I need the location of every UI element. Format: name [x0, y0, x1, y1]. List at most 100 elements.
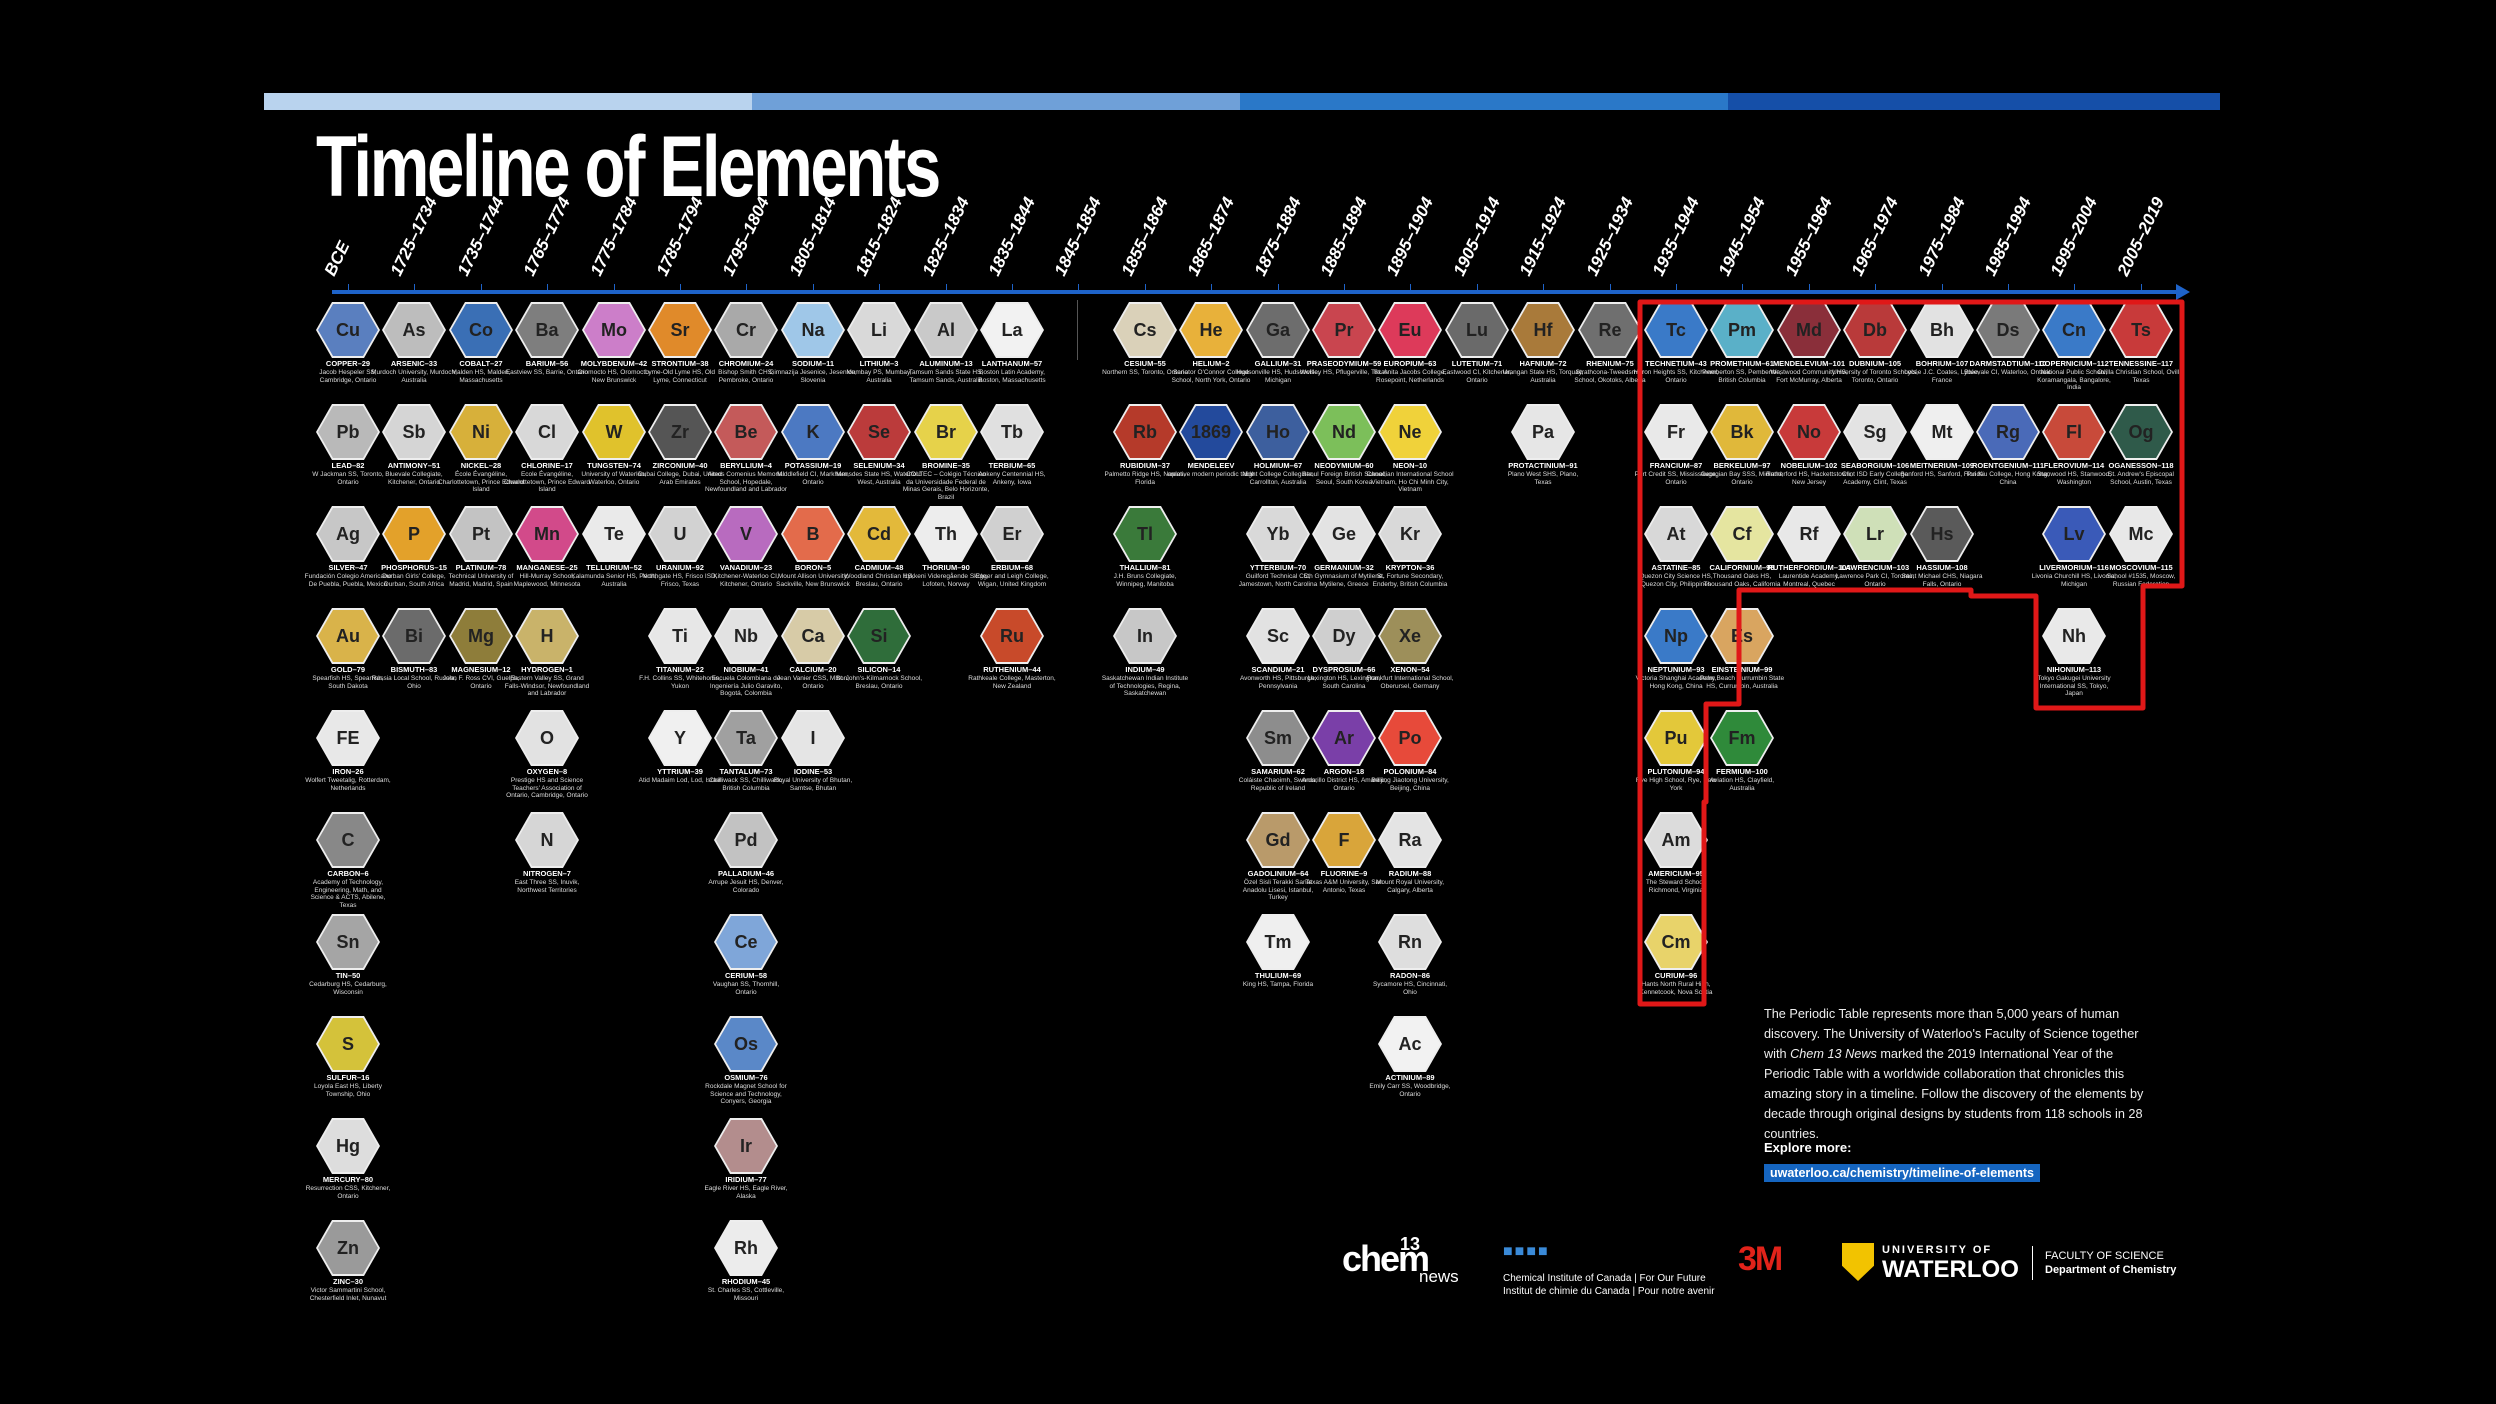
element-card: Kr KRYPTON–36 St. Fortune Secondary, Ender… — [1373, 504, 1447, 606]
element-name: NITROGEN–7 — [523, 869, 571, 878]
element-name: CHLORINE–17 — [521, 461, 573, 470]
header-band-1 — [264, 93, 752, 110]
element-symbol-art: Ag — [336, 523, 360, 544]
element-name: PHOSPHORUS–15 — [381, 563, 447, 572]
element-school: Lexington HS, Lexington, South Carolina — [1307, 675, 1381, 690]
element-symbol-art: Ra — [1398, 829, 1422, 850]
element-name: HOLMIUM–67 — [1253, 461, 1303, 470]
info-paragraph: The Periodic Table represents more than … — [1764, 1004, 2156, 1144]
element-card: Cd CADMIUM–48 Woodland Christian HS, Bresl… — [844, 504, 914, 606]
element-symbol-art: Ga — [1265, 319, 1290, 340]
decade-tick — [1410, 284, 1411, 292]
element-symbol-art: Be — [734, 421, 758, 442]
element-card: Ne NEON–10 Canadian International School V… — [1366, 402, 1454, 504]
element-name: NICKEL–28 — [460, 461, 502, 470]
explore-link[interactable]: uwaterloo.ca/chemistry/timeline-of-eleme… — [1764, 1164, 2040, 1182]
element-card: Pd PALLADIUM–46 Arrupe Jesuit HS, Denver, … — [708, 810, 784, 912]
element-name: RUTHENIUM–44 — [983, 665, 1041, 674]
element-symbol-art: Er — [1002, 523, 1022, 544]
element-card: In INDIUM–49 Saskatchewan Indian Institute… — [1102, 606, 1188, 708]
timeline-arrow — [2176, 284, 2190, 300]
element-artwork: Xe — [1380, 610, 1440, 662]
element-symbol-art: Li — [871, 319, 887, 340]
waterloo-crest-icon — [1842, 1243, 1874, 1281]
element-card: Sm SAMARIUM–62 Coláiste Chaoimh, Swords, R… — [1239, 708, 1317, 810]
element-card: Hg MERCURY–80 Resurrection CSS, Kitchener,… — [306, 1116, 390, 1218]
element-school: John F. Ross CVI, Guelph, Ontario — [442, 675, 520, 690]
decade-tick — [1676, 284, 1677, 292]
element-symbol-art: Nb — [734, 625, 758, 646]
element-artwork: Pt — [451, 508, 511, 560]
element-symbol-art: Tc — [1666, 319, 1686, 340]
element-card: Cm CURIUM–96 Hants North Rural High, Kenne… — [1640, 912, 1713, 1014]
element-symbol-art: In — [1137, 625, 1153, 646]
element-symbol-art: Mg — [468, 625, 494, 646]
element-name: BORON–5 — [794, 563, 832, 572]
element-card: Es EINSTEINIUM–99 Palm Beach Currumbin Sta… — [1700, 606, 1784, 708]
element-name: AMERICIUM–95 — [1648, 869, 1704, 878]
element-symbol-art: Hs — [1930, 523, 1954, 544]
element-name: RHODIUM–45 — [721, 1277, 771, 1286]
element-school: Hants North Rural High, Kennetcook, Nova… — [1639, 981, 1713, 996]
element-school: Beijing Jiaotong University, Beijing, Ch… — [1371, 777, 1449, 792]
decade-label: 1905–1914 — [1449, 194, 1505, 279]
element-symbol-art: Pd — [734, 829, 758, 850]
decade-label: 1865–1874 — [1183, 194, 1239, 279]
element-name: TANTALUM–73 — [719, 767, 773, 776]
decade-tick — [813, 284, 814, 292]
element-card: Cl CHLORINE–17 Ecole Évangéline, Charlotte… — [504, 402, 590, 504]
element-school: St. Charles SS, Cottleville, Missouri — [707, 1287, 785, 1302]
element-name: BISMUTH–83 — [390, 665, 438, 674]
element-name: SILVER–47 — [328, 563, 368, 572]
element-name: POTASSIUM–19 — [784, 461, 842, 470]
element-card: Lu LUTETIUM–71 Eastwood CI, Kitchener, Ont… — [1442, 300, 1512, 402]
decade-label: 1995–2004 — [2046, 194, 2102, 279]
element-school: Durban Girls' College, Durban, South Afr… — [382, 573, 446, 588]
element-symbol-art: Sn — [336, 931, 360, 952]
element-card: C CARBON–6 Academy of Technology, Engineer… — [311, 810, 385, 912]
decade-column: Ba BARIUM–56 Eastview SS, Barrie, Ontario C… — [504, 300, 590, 912]
element-symbol-art: Mn — [534, 523, 560, 544]
element-card: Be BERYLLIUM–4 Amos Comenius Memorial Scho… — [705, 402, 787, 504]
element-card: Au GOLD–79 Spearfish HS, Spearfish, South … — [312, 606, 384, 708]
decade-tick — [1477, 284, 1478, 292]
element-card: Ba BARIUM–56 Eastview SS, Barrie, Ontario — [506, 300, 588, 402]
decade-label: 1915–1924 — [1515, 194, 1571, 279]
element-artwork: Bi — [384, 610, 444, 662]
element-school: Avonworth HS, Pittsburgh, Pennsylvania — [1239, 675, 1317, 690]
element-card: Ir IRIDIUM–77 Eagle River HS, Eagle River,… — [704, 1116, 788, 1218]
element-symbol-art: Ce — [734, 931, 758, 952]
element-symbol-art: FE — [336, 727, 360, 748]
element-name: OSMIUM–76 — [724, 1073, 768, 1082]
element-school: Lykkeni Videregående Skole, Lofoten, Nor… — [904, 573, 988, 588]
element-card: Bi BISMUTH–83 Russia Local School, Russia,… — [372, 606, 456, 708]
element-name: EUROPIUM–63 — [1383, 359, 1437, 368]
element-name: NEODYMIUM–60 — [1314, 461, 1374, 470]
element-name: OXYGEN–8 — [526, 767, 568, 776]
element-artwork: Ru — [982, 610, 1042, 662]
element-school: Texas A&M University, San Antonio, Texas — [1305, 879, 1383, 894]
element-symbol-art: Mo — [601, 319, 627, 340]
element-card: Cr CHROMIUM–24 Bishop Smith CHS, Pembroke,… — [712, 300, 780, 402]
element-symbol-art: Ba — [535, 319, 559, 340]
element-artwork: H — [517, 610, 577, 662]
element-card: Ga GALLIUM–31 Hudsonville HS, Hudsonville,… — [1236, 300, 1320, 402]
element-symbol-art: Ac — [1398, 1033, 1422, 1054]
decade-column: Cs CESIUM–55 Northern SS, Toronto, Ontario… — [1102, 300, 1188, 708]
element-symbol-art: 1869 — [1190, 421, 1232, 442]
element-name: BERYLLIUM–4 — [720, 461, 772, 470]
decade-column: Co COBALT–27 Malden HS, Malden, Massachuse… — [438, 300, 524, 708]
element-symbol-art: Ne — [1398, 421, 1422, 442]
element-name: SAMARIUM–62 — [1251, 767, 1305, 776]
element-school: Emily Carr SS, Woodbridge, Ontario — [1369, 1083, 1451, 1098]
element-artwork: Ra — [1380, 814, 1440, 866]
faculty-label: FACULTY OF SCIENCE — [2045, 1250, 2164, 1262]
decade-tick — [2074, 284, 2075, 292]
element-school: Malden HS, Malden, Massachusetts — [451, 369, 511, 384]
element-card: Ta TANTALUM–73 Chilliwack SS, Chilliwack, … — [709, 708, 783, 810]
element-name: LEAD–82 — [331, 461, 365, 470]
decade-tick — [1809, 284, 1810, 292]
element-card: La LANTHANUM–57 Boston Latin Academy, Bost… — [978, 300, 1046, 402]
element-symbol-art: Rg — [1996, 421, 2020, 442]
element-school: Ankeny Centennial HS, Ankeny, Iowa — [978, 471, 1046, 486]
